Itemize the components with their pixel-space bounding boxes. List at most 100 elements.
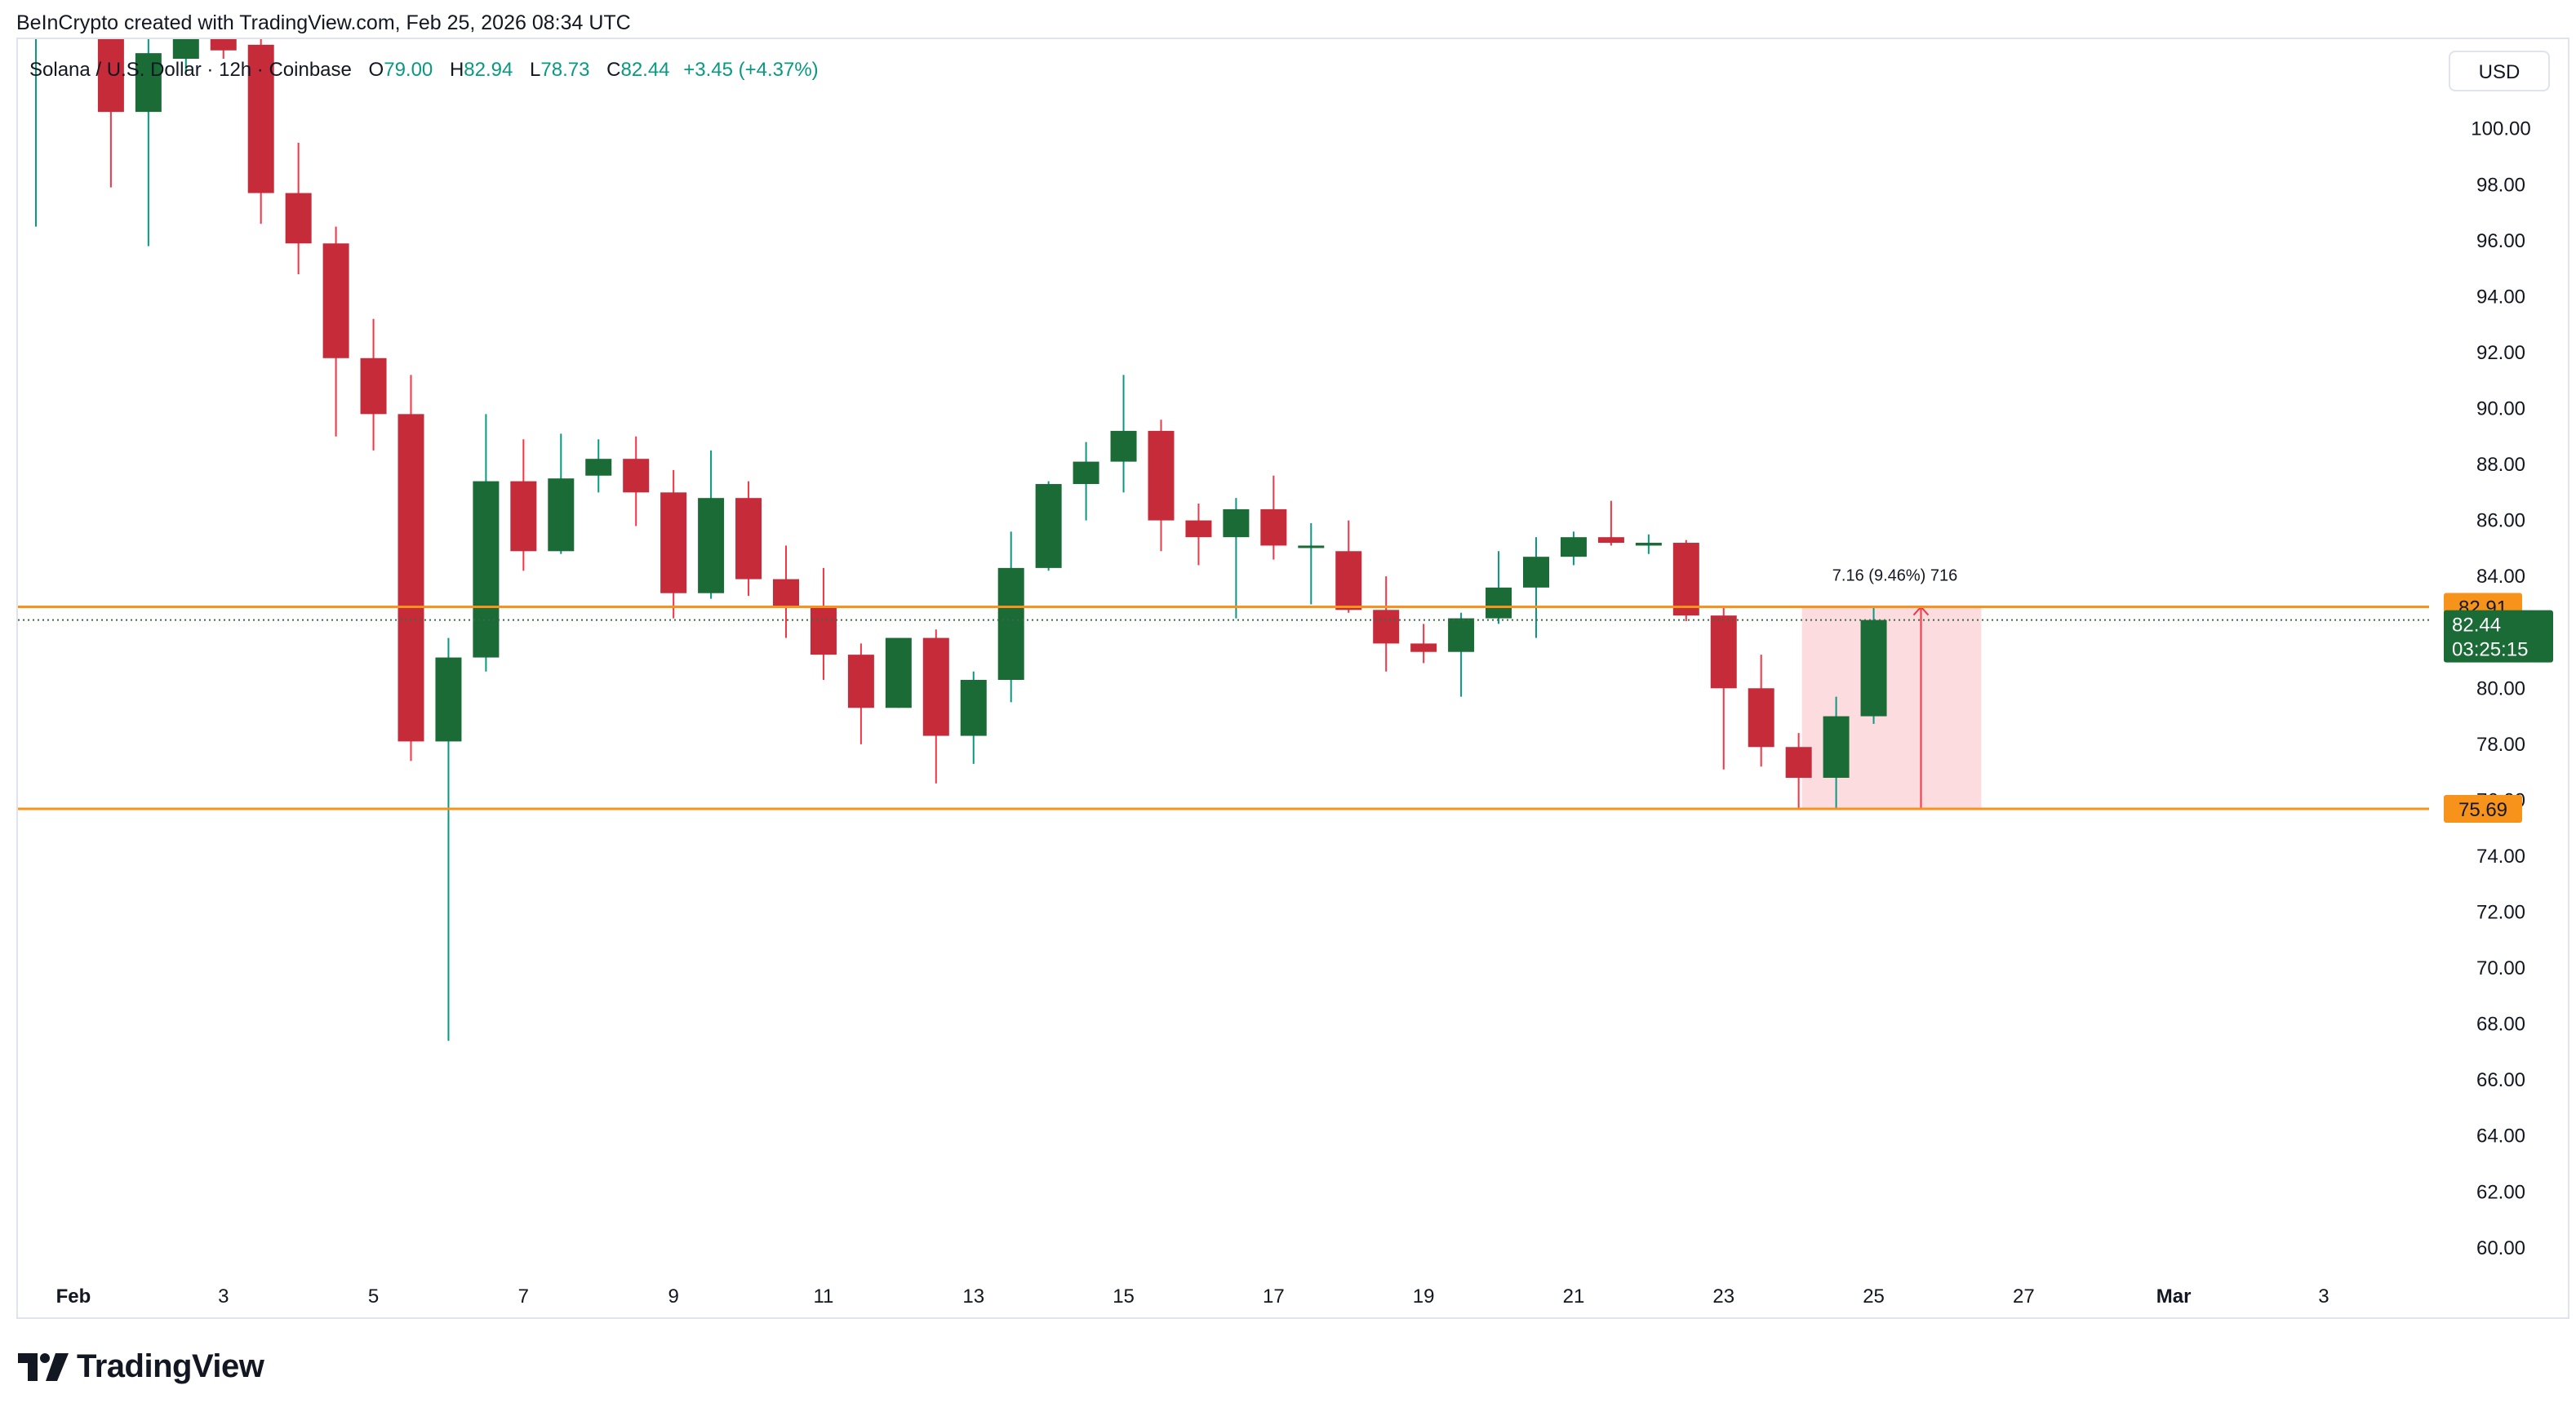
candle-down bbox=[1710, 606, 1737, 770]
candle-body bbox=[698, 498, 725, 593]
candle-down bbox=[1148, 420, 1175, 552]
currency-button[interactable]: USD bbox=[2449, 51, 2550, 91]
candle-body bbox=[1448, 618, 1475, 652]
candle-body bbox=[135, 53, 162, 113]
candle-body bbox=[398, 414, 424, 742]
tradingview-logo-icon bbox=[18, 1352, 69, 1381]
measure-label: 7.16 (9.46%) 716 bbox=[1832, 567, 1957, 585]
candle-body bbox=[885, 637, 912, 708]
candle-body bbox=[810, 606, 837, 655]
candle-down bbox=[810, 567, 837, 680]
candle-up bbox=[1823, 696, 1850, 809]
candle-body bbox=[97, 39, 124, 113]
candle-down bbox=[1373, 576, 1400, 672]
candle-up bbox=[1635, 534, 1662, 554]
candle-up bbox=[135, 39, 162, 246]
y-tick-label: 90.00 bbox=[2476, 397, 2525, 420]
legend-close-label: C bbox=[606, 59, 621, 81]
candle-down bbox=[398, 375, 424, 762]
candle-down bbox=[510, 439, 537, 571]
candle-body bbox=[510, 481, 537, 552]
candle-up bbox=[1035, 481, 1062, 571]
y-tick-label: 72.00 bbox=[2476, 902, 2525, 924]
symbol-legend: Solana / U.S. Dollar · 12h · Coinbase O7… bbox=[29, 59, 819, 82]
candle-body bbox=[1785, 747, 1812, 778]
last-price-value: 82.44 bbox=[2452, 615, 2501, 637]
candle-body bbox=[548, 478, 575, 552]
candle-body bbox=[623, 459, 650, 493]
last-price-countdown: 03:25:15 bbox=[2452, 639, 2528, 661]
y-tick-label: 74.00 bbox=[2476, 846, 2525, 868]
candle-down bbox=[847, 643, 874, 744]
candle-down bbox=[1410, 624, 1437, 664]
chart-frame bbox=[16, 38, 2569, 1319]
candle-up bbox=[1486, 551, 1512, 624]
candle-down bbox=[97, 39, 124, 188]
candle-body bbox=[735, 498, 762, 579]
x-tick-label: 3 bbox=[218, 1285, 229, 1308]
candle-down bbox=[660, 469, 687, 619]
candle-down bbox=[210, 39, 237, 59]
x-tick-label: 19 bbox=[1413, 1285, 1435, 1308]
candle-up bbox=[698, 450, 725, 599]
measure-range-box bbox=[1801, 606, 1982, 810]
candle-body bbox=[585, 459, 612, 476]
candle-body bbox=[1560, 537, 1587, 557]
candle-body bbox=[1635, 543, 1662, 546]
candle-body bbox=[847, 655, 874, 708]
x-tick-label: 23 bbox=[1712, 1285, 1734, 1308]
candle-up bbox=[1073, 442, 1099, 521]
candle-body bbox=[1597, 537, 1624, 544]
candle-body bbox=[1223, 508, 1250, 538]
candle-body bbox=[1298, 545, 1325, 548]
level-price-tag-label: 75.69 bbox=[2458, 799, 2507, 821]
y-tick-label: 86.00 bbox=[2476, 510, 2525, 532]
level-price-tag bbox=[2444, 795, 2522, 824]
candle-down bbox=[322, 226, 349, 437]
candle-down bbox=[1785, 733, 1812, 809]
candle-body bbox=[1148, 430, 1175, 521]
legend-change: +3.45 (+4.37%) bbox=[683, 59, 819, 81]
candle-up bbox=[473, 414, 500, 672]
candle-up bbox=[548, 433, 575, 554]
legend-open: 79.00 bbox=[384, 59, 433, 81]
candle-down bbox=[1672, 539, 1699, 622]
candle-up bbox=[997, 531, 1024, 703]
x-tick-label: 13 bbox=[962, 1285, 984, 1308]
candle-body bbox=[1373, 610, 1400, 644]
candle-body bbox=[1823, 716, 1850, 778]
legend-open-label: O bbox=[368, 59, 384, 81]
candle-down bbox=[360, 318, 387, 451]
candle-body bbox=[1486, 587, 1512, 619]
y-tick-label: 68.00 bbox=[2476, 1014, 2525, 1036]
x-tick-label: 17 bbox=[1263, 1285, 1285, 1308]
candle-up bbox=[60, 17, 87, 39]
x-tick-label: 15 bbox=[1113, 1285, 1135, 1308]
y-tick-label: 98.00 bbox=[2476, 174, 2525, 196]
y-tick-label: 100.00 bbox=[2471, 118, 2530, 140]
candle-down bbox=[735, 481, 762, 597]
last-price-tag bbox=[2444, 610, 2553, 663]
y-tick-label: 80.00 bbox=[2476, 677, 2525, 699]
candle-up bbox=[1298, 523, 1325, 605]
candle-body bbox=[360, 357, 387, 415]
x-tick-label: 5 bbox=[368, 1285, 379, 1308]
candle-body bbox=[1110, 430, 1137, 462]
tradingview-brand: TradingView bbox=[18, 1348, 264, 1385]
candle-body bbox=[660, 492, 687, 593]
candle-body bbox=[1260, 508, 1287, 546]
candle-body bbox=[1672, 543, 1699, 616]
candle-body bbox=[1710, 615, 1737, 689]
candle-up bbox=[1223, 498, 1250, 619]
candle-up bbox=[960, 671, 987, 764]
candle-down bbox=[623, 436, 650, 526]
candle-down bbox=[1260, 475, 1287, 560]
candle-up bbox=[1110, 375, 1137, 493]
legend-close: 82.44 bbox=[620, 59, 670, 81]
candle-body bbox=[1335, 551, 1362, 611]
x-tick-label: Mar bbox=[2156, 1285, 2192, 1308]
candle-down bbox=[1335, 520, 1362, 613]
chart-credit: BeInCrypto created with TradingView.com,… bbox=[16, 11, 631, 34]
candle-body bbox=[285, 193, 312, 244]
